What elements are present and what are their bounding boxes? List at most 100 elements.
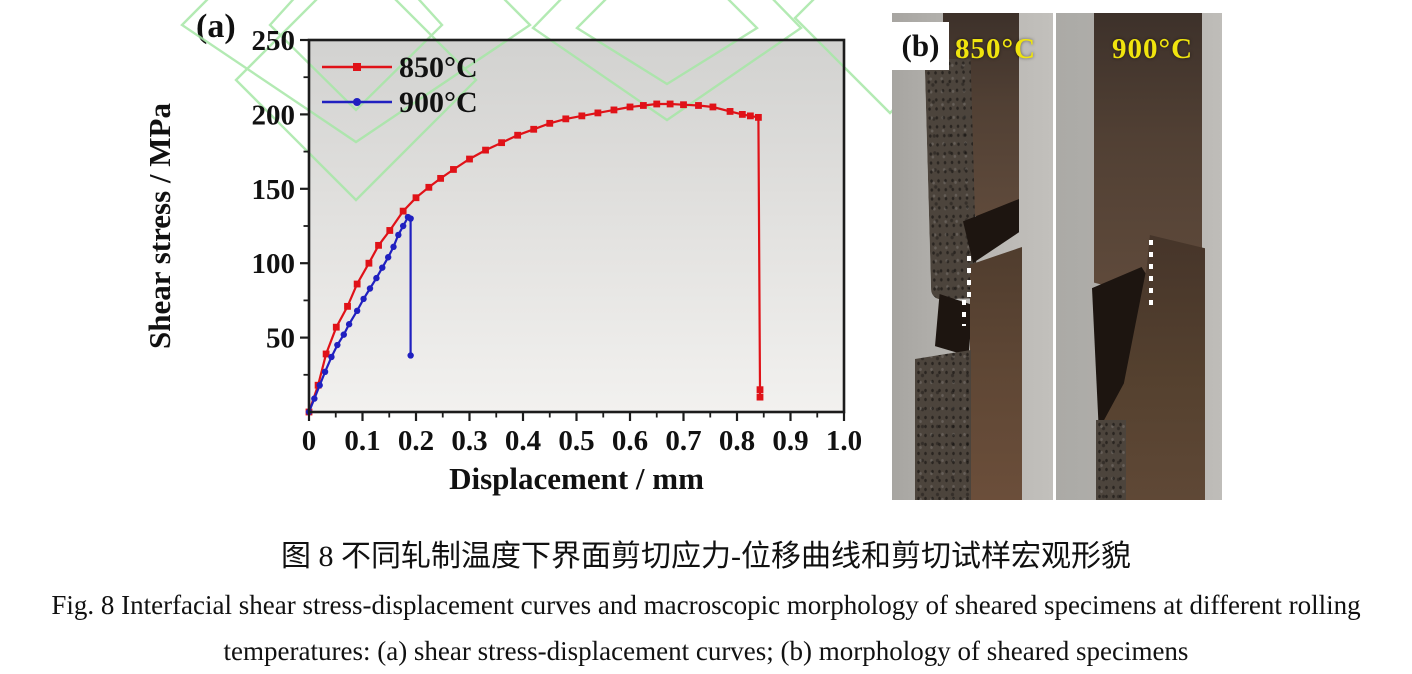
x-tick-label: 0.4 bbox=[505, 425, 541, 457]
specimen-lower-sheared-face bbox=[915, 350, 971, 500]
plot-area bbox=[309, 40, 844, 412]
x-axis-title: Displacement / mm bbox=[449, 461, 704, 496]
series-marker-900°C bbox=[390, 243, 397, 251]
series-marker-900°C bbox=[384, 254, 392, 261]
series-marker-900°C bbox=[328, 353, 335, 361]
series-marker-850°C bbox=[386, 227, 394, 234]
series-marker-900°C bbox=[321, 368, 329, 376]
series-marker-850°C bbox=[412, 194, 420, 202]
panel-b-label: (b) bbox=[892, 22, 949, 70]
series-marker-850°C bbox=[578, 112, 586, 120]
caption-chinese: 图 8 不同轧制温度下界面剪切应力-位移曲线和剪切试样宏观形貌 bbox=[281, 540, 1131, 573]
caption-english-line1: Fig. 8 Interfacial shear stress-displace… bbox=[51, 590, 1361, 620]
series-marker-850°C bbox=[755, 113, 762, 121]
series-marker-850°C bbox=[709, 103, 717, 111]
photo-temp-label-900: 900°C bbox=[1112, 33, 1194, 65]
series-marker-850°C bbox=[546, 119, 554, 127]
watermark-diamond bbox=[268, 0, 444, 112]
green-diamond-watermark bbox=[180, 0, 900, 202]
series-marker-850°C bbox=[738, 111, 746, 118]
y-axis-title: Shear stress / MPa bbox=[142, 103, 177, 349]
y-tick-label: 250 bbox=[252, 25, 296, 57]
data-curves bbox=[305, 100, 764, 416]
y-tick-label: 150 bbox=[252, 174, 296, 206]
legend-marker-850°C bbox=[353, 63, 361, 71]
series-marker-850°C bbox=[514, 131, 522, 139]
series-marker-850°C bbox=[399, 207, 407, 215]
series-marker-900°C bbox=[373, 274, 380, 282]
x-tick-label: 1.0 bbox=[826, 425, 862, 457]
series-marker-900°C bbox=[395, 231, 402, 239]
series-marker-850°C bbox=[610, 106, 618, 114]
x-tick-label: 0.8 bbox=[719, 425, 755, 457]
legend-label-900°C: 900°C bbox=[399, 86, 478, 119]
series-marker-850°C bbox=[344, 302, 351, 310]
series-marker-850°C bbox=[726, 108, 734, 115]
series-marker-850°C bbox=[680, 101, 687, 109]
x-tick-label: 0 bbox=[302, 425, 317, 457]
series-marker-850°C bbox=[322, 350, 330, 358]
interface-dotted-line bbox=[1149, 240, 1153, 310]
series-marker-850°C bbox=[365, 259, 373, 267]
series-marker-850°C bbox=[756, 393, 764, 401]
series-marker-900°C bbox=[407, 352, 414, 359]
series-marker-900°C bbox=[399, 222, 407, 230]
watermark-diamond bbox=[234, 0, 478, 202]
series-marker-850°C bbox=[332, 323, 340, 331]
specimen-lower-plate bbox=[970, 247, 1022, 500]
series-marker-900°C bbox=[345, 321, 353, 328]
specimen-lower-sheared-face bbox=[1096, 420, 1126, 500]
watermark-diamond bbox=[531, 0, 803, 122]
series-marker-850°C bbox=[562, 115, 570, 123]
series-marker-900°C bbox=[334, 341, 341, 349]
photo-temp-label-850: 850°C bbox=[955, 33, 1037, 65]
series-marker-850°C bbox=[466, 155, 473, 163]
legend-marker-900°C bbox=[353, 98, 361, 106]
series-marker-850°C bbox=[653, 100, 661, 108]
caption-english-line2: temperatures: (a) shear stress-displacem… bbox=[223, 636, 1189, 666]
series-marker-850°C bbox=[450, 166, 457, 173]
x-tick-label: 0.2 bbox=[398, 425, 434, 457]
series-marker-900°C bbox=[379, 264, 386, 271]
x-tick-label: 0.1 bbox=[344, 425, 380, 457]
shear-gap-shadow bbox=[935, 294, 973, 356]
x-tick-label: 0.3 bbox=[451, 425, 487, 457]
series-marker-850°C bbox=[756, 386, 764, 394]
x-tick-label: 0.5 bbox=[558, 425, 594, 457]
series-marker-850°C bbox=[746, 112, 754, 120]
series-marker-850°C bbox=[498, 139, 505, 147]
series-marker-850°C bbox=[375, 241, 382, 249]
watermark-diamond bbox=[575, 0, 759, 86]
interface-dotted-line bbox=[962, 300, 966, 326]
series-marker-900°C bbox=[340, 331, 347, 338]
series-marker-850°C bbox=[530, 125, 538, 133]
x-tick-label: 0.9 bbox=[772, 425, 808, 457]
series-marker-850°C bbox=[626, 103, 634, 111]
series-marker-850°C bbox=[666, 100, 674, 108]
series-marker-850°C bbox=[482, 146, 489, 154]
interface-dotted-line bbox=[967, 256, 971, 298]
axes-and-ticks: 0 0.1 0.2 0.3 0.4 0.5 0.6 0.7 0.8 0.9 1.0 50 100 150 2… bbox=[142, 25, 862, 496]
y-tick-label: 50 bbox=[266, 323, 295, 355]
series-marker-850°C bbox=[353, 280, 361, 288]
series-marker-900°C bbox=[360, 295, 367, 303]
y-tick-label: 100 bbox=[252, 248, 296, 280]
watermark-diamond bbox=[180, 0, 532, 144]
photo-sheared-specimen-900: 900°C bbox=[1056, 13, 1222, 500]
series-marker-900°C bbox=[316, 382, 323, 389]
y-tick-label: 200 bbox=[252, 99, 296, 131]
series-marker-850°C bbox=[639, 102, 647, 109]
series-marker-900°C bbox=[407, 215, 414, 222]
series-marker-900°C bbox=[311, 395, 318, 402]
x-tick-label: 0.7 bbox=[665, 425, 701, 457]
shear-stress-chart: 0 0.1 0.2 0.3 0.4 0.5 0.6 0.7 0.8 0.9 1.0 50 100 150 2… bbox=[142, 0, 900, 496]
legend-label-850°C: 850°C bbox=[399, 51, 478, 84]
series-marker-850°C bbox=[425, 183, 433, 191]
series-marker-850°C bbox=[437, 174, 445, 182]
series-marker-900°C bbox=[353, 307, 361, 315]
series-marker-850°C bbox=[695, 102, 702, 109]
watermark-diamond bbox=[793, 0, 900, 115]
plot-background bbox=[309, 40, 844, 412]
photo-sheared-specimen-850: (b) 850°C bbox=[892, 13, 1053, 500]
